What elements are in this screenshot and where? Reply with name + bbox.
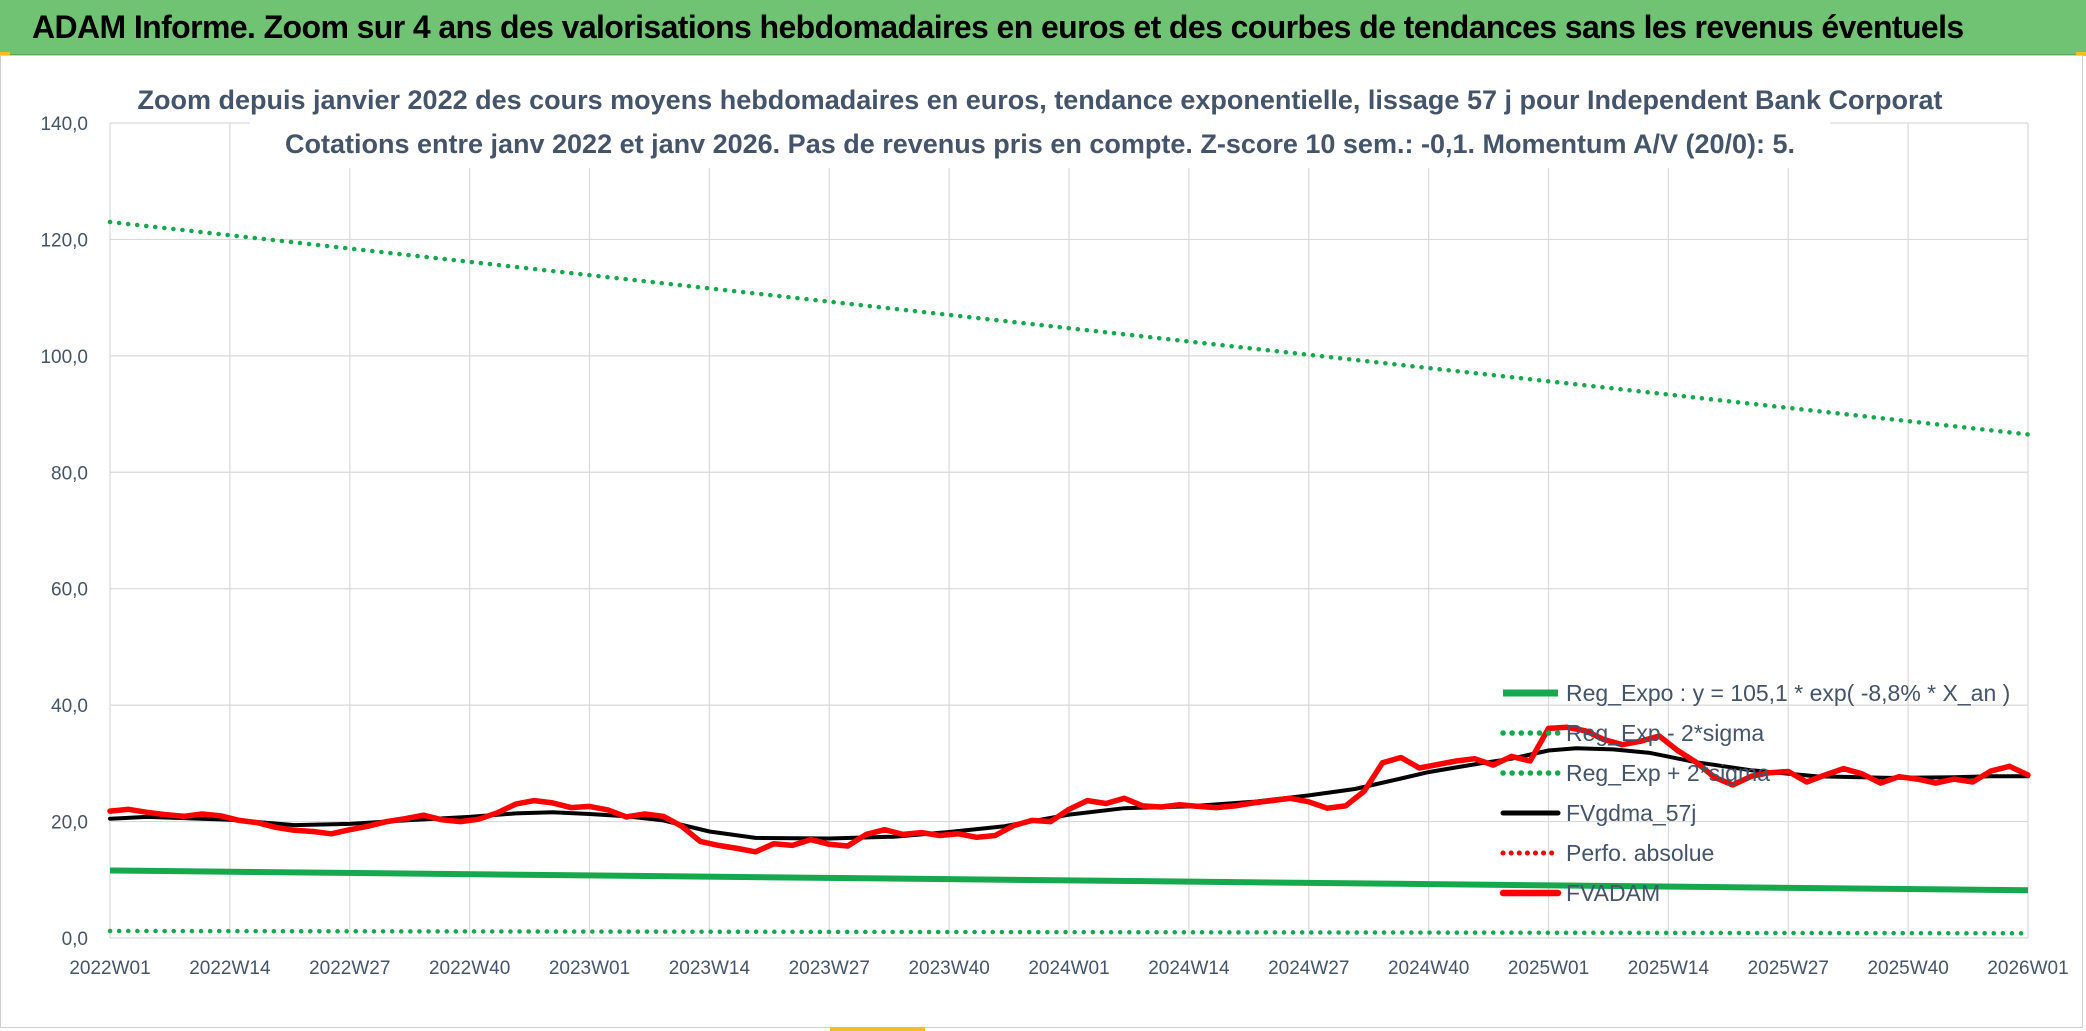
bottom-accent	[830, 1027, 925, 1031]
x-tick-label: 2024W40	[1388, 958, 1469, 979]
series-fvadam	[107, 724, 2031, 855]
chart-title-line1: Zoom depuis janvier 2022 des cours moyen…	[137, 85, 1942, 115]
legend-label-fvadam: FVADAM	[1566, 880, 1660, 906]
y-tick-label: 80,0	[51, 463, 88, 484]
x-tick-label: 2022W40	[429, 958, 510, 979]
y-tick-label: 120,0	[40, 230, 88, 251]
y-tick-label: 40,0	[51, 696, 88, 717]
x-tick-label: 2023W27	[789, 958, 870, 979]
x-tick-label: 2024W14	[1148, 958, 1230, 979]
chart-frame	[0, 55, 2083, 1028]
legend-label-perfo-absolue: Perfo. absolue	[1566, 840, 1714, 866]
x-tick-label: 2022W27	[309, 958, 390, 979]
legend-label-reg-minus-2sigma: Reg_Exp - 2*sigma	[1566, 720, 1764, 746]
legend-label-reg-expo: Reg_Expo : y = 105,1 * exp( -8,8% * X_an…	[1566, 680, 2010, 706]
banner-accent-right	[2076, 52, 2086, 56]
series-reg-expo	[109, 867, 2029, 894]
legend: Reg_Expo : y = 105,1 * exp( -8,8% * X_an…	[1499, 680, 2010, 906]
y-tick-label: 60,0	[51, 580, 88, 601]
series-reg-plus-2sigma	[107, 219, 2031, 437]
chart-title-block: Zoom depuis janvier 2022 des cours moyen…	[137, 78, 1943, 168]
series-lines	[107, 219, 2031, 936]
y-tick-label: 100,0	[40, 347, 88, 368]
y-tick-label: 20,0	[51, 813, 88, 834]
banner-title: ADAM Informe. Zoom sur 4 ans des valoris…	[32, 9, 1964, 45]
x-tick-label: 2023W01	[549, 958, 630, 979]
title-background	[250, 78, 1830, 168]
chart-title-line2: Cotations entre janv 2022 et janv 2026. …	[285, 129, 1795, 159]
x-tick-label: 2025W40	[1867, 958, 1948, 979]
x-tick-label: 2025W01	[1508, 958, 1589, 979]
x-tick-label: 2025W14	[1628, 958, 1710, 979]
grid-lines	[109, 122, 2029, 939]
y-tick-label: 140,0	[40, 114, 88, 135]
x-tick-label: 2025W27	[1748, 958, 1829, 979]
y-tick-label: 0,0	[62, 929, 88, 950]
series-reg-minus-2sigma	[107, 928, 2031, 936]
axis-labels: 0,0 20,0 40,0 60,0 80,0 100,0 120,0 140,0 2022W0…	[40, 114, 2068, 979]
x-tick-label: 2024W01	[1028, 958, 1109, 979]
x-tick-label: 2026W01	[1987, 958, 2068, 979]
x-tick-label: 2022W01	[69, 958, 150, 979]
x-tick-label: 2024W27	[1268, 958, 1349, 979]
legend-label-reg-plus-2sigma: Reg_Exp + 2*sigma	[1566, 760, 1770, 786]
x-tick-label: 2023W40	[908, 958, 989, 979]
banner-accent-left	[0, 52, 10, 56]
x-tick-label: 2022W14	[189, 958, 271, 979]
x-tick-label: 2023W14	[669, 958, 751, 979]
legend-label-fvgdma: FVgdma_57j	[1566, 800, 1696, 826]
report-banner: ADAM Informe. Zoom sur 4 ans des valoris…	[0, 0, 2086, 56]
